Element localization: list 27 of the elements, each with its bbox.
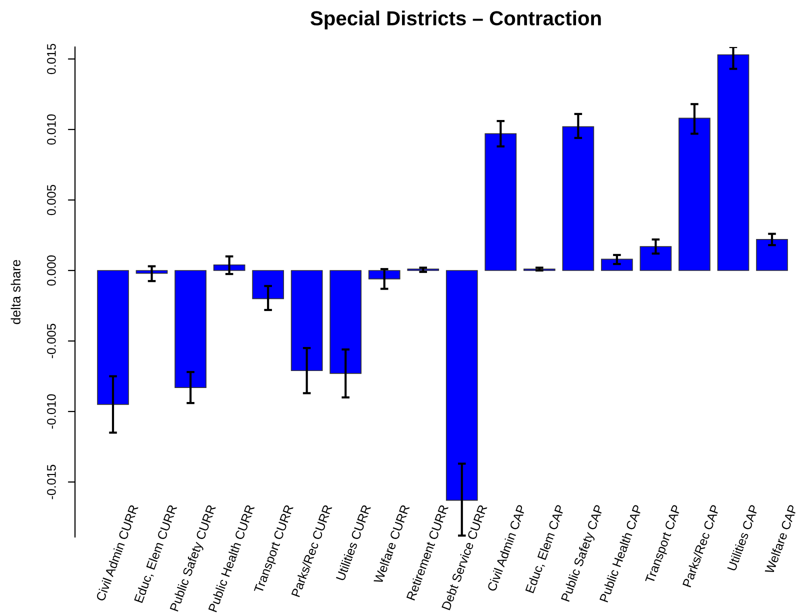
bar xyxy=(290,270,323,372)
bar xyxy=(756,239,788,271)
x-tick-label: Utilities CAP xyxy=(726,504,759,572)
bar xyxy=(97,270,129,405)
bar xyxy=(174,270,206,388)
y-tick-label: -0.015 xyxy=(47,464,56,500)
y-axis-title: delta share xyxy=(10,260,20,324)
bar xyxy=(562,126,594,271)
x-tick-label: Civil Admin CAP xyxy=(486,504,526,592)
bar xyxy=(213,264,246,271)
y-tick-label: 0.015 xyxy=(47,44,56,74)
bar xyxy=(484,133,517,271)
y-tick-label: 0.005 xyxy=(47,184,56,216)
y-tick-label: 0.010 xyxy=(47,114,56,145)
x-tick-label: Utilities CURR xyxy=(336,504,372,581)
bar xyxy=(601,258,633,271)
y-tick-label: -0.005 xyxy=(47,324,56,358)
chart-title: Special Districts – Contraction xyxy=(310,10,601,30)
bar xyxy=(678,118,710,271)
bar xyxy=(330,270,362,374)
bar xyxy=(717,54,750,271)
bar xyxy=(446,270,478,501)
bar xyxy=(368,270,400,280)
y-tick-label: 0.000 xyxy=(47,255,56,286)
y-tick-label: -0.010 xyxy=(47,394,56,429)
bar xyxy=(640,246,672,271)
bar xyxy=(252,270,284,300)
